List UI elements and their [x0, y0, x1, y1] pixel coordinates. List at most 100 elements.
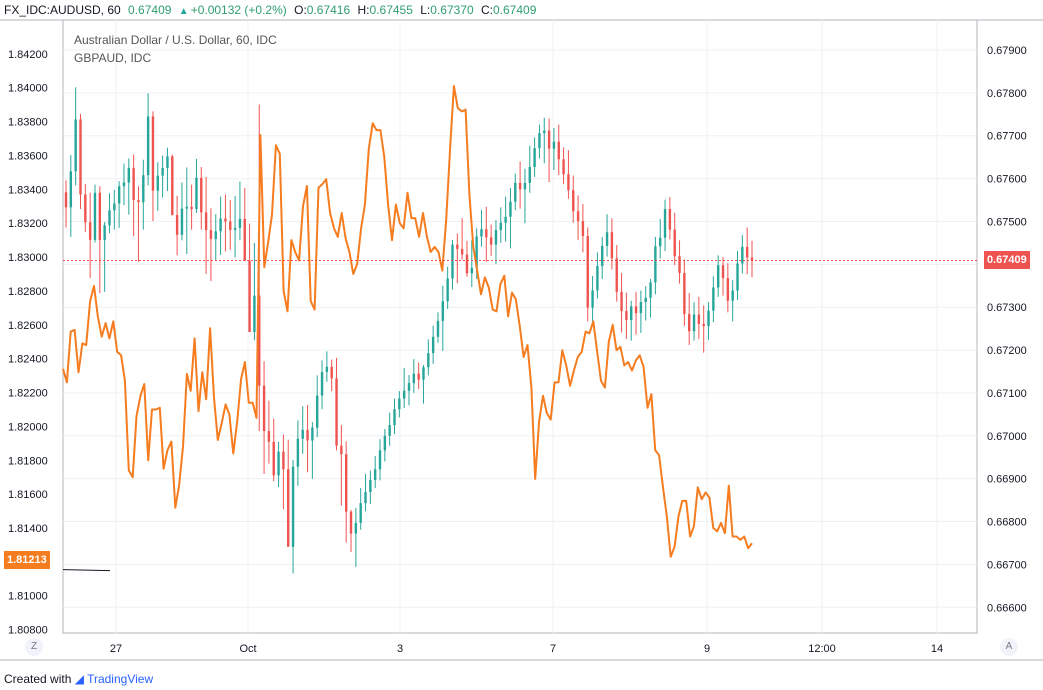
left-axis-tick-label: 1.84200: [8, 49, 48, 61]
candle-body: [533, 148, 536, 168]
candle-body: [171, 156, 174, 216]
candle-body: [712, 287, 715, 311]
candle-body: [93, 192, 97, 240]
candle-body: [697, 314, 701, 324]
candle-body: [388, 425, 391, 436]
candle-body: [166, 156, 169, 168]
gbpaud-series-line: [62, 85, 753, 558]
candle-body: [258, 295, 261, 386]
left-axis-tick-label: 1.82600: [8, 320, 48, 332]
candle-body: [98, 192, 102, 240]
right-axis-tick-label: 0.66800: [987, 517, 1027, 529]
low-label: L:: [420, 3, 431, 17]
x-tick-label: 14: [931, 643, 943, 655]
candle-body: [726, 278, 730, 301]
candle-body: [373, 469, 377, 480]
left-axis-tick-label: 1.84000: [8, 83, 48, 95]
last-price-tag-left: 1.81213: [4, 550, 50, 569]
candle-body: [644, 297, 647, 303]
candle-body: [142, 175, 145, 203]
created-with-label: Created with: [4, 672, 72, 686]
right-axis-tick-label: 0.67700: [987, 131, 1027, 143]
candle-body: [137, 200, 140, 203]
candle-body: [253, 295, 256, 333]
candle-body: [393, 409, 396, 426]
right-axis-tick-label: 0.67500: [987, 216, 1027, 228]
candle-body: [692, 314, 696, 332]
candle-body: [238, 218, 242, 228]
candle-body: [398, 398, 401, 410]
candle-body: [64, 192, 68, 208]
candle-body: [654, 246, 657, 283]
candle-body: [267, 431, 271, 442]
candle-body: [514, 182, 517, 202]
candle-body: [576, 211, 580, 222]
candle-body: [591, 290, 594, 308]
candle-body: [460, 248, 464, 255]
candle-body: [306, 429, 309, 441]
candle-body: [499, 222, 502, 231]
candle-body: [659, 237, 662, 247]
candle-body: [528, 167, 531, 183]
close-label: C:: [481, 3, 493, 17]
candle-body: [523, 182, 527, 190]
candle-body: [731, 290, 734, 301]
left-axis-tick-label: 1.81000: [8, 591, 48, 603]
candle-body: [634, 306, 638, 314]
candle-body: [596, 266, 599, 291]
right-axis-tick-label: 0.67800: [987, 88, 1027, 100]
candle-body: [402, 390, 406, 399]
candle-body: [750, 257, 754, 261]
candle-body: [489, 237, 493, 245]
candle-body: [639, 302, 643, 314]
candle-body: [412, 373, 416, 384]
candle-body: [316, 395, 319, 428]
low-value: 0.67370: [430, 3, 474, 17]
last-price-tag-right: 0.67409: [984, 251, 1030, 270]
right-axis-tick-label: 0.66700: [987, 559, 1027, 571]
candle-body: [103, 225, 106, 240]
candle-body: [88, 222, 92, 240]
candle-body: [335, 378, 338, 446]
symbol-name: FX_IDC:AUDUSD, 60: [4, 3, 121, 17]
candle-body: [229, 221, 232, 231]
tradingview-brand[interactable]: TradingView: [87, 672, 154, 686]
candle-body: [224, 218, 227, 222]
candle-body: [320, 371, 324, 396]
left-axis-tick-label: 1.83400: [8, 184, 48, 196]
x-tick-label: 3: [397, 643, 403, 655]
candle-body: [494, 230, 498, 245]
candle-body: [277, 451, 280, 476]
left-axis-tick-label: 1.82400: [8, 354, 48, 366]
candle-body: [716, 265, 720, 288]
candle-body: [702, 323, 705, 327]
candle-body: [736, 263, 739, 291]
candle-body: [262, 385, 266, 432]
candle-body: [291, 466, 295, 547]
right-axis-tick-label: 0.67000: [987, 431, 1027, 443]
candle-body: [272, 441, 275, 476]
candle-body: [446, 278, 449, 302]
candle-body: [610, 232, 614, 259]
candle-body: [282, 451, 285, 470]
right-axis-tick-label: 0.67300: [987, 302, 1027, 314]
high-label: H:: [357, 3, 370, 17]
candle-body: [113, 203, 116, 211]
candle-body: [707, 310, 710, 327]
candle-body: [741, 246, 744, 264]
right-axis-tick-label: 0.67200: [987, 345, 1027, 357]
candle-body: [436, 320, 440, 337]
candle-body: [683, 272, 686, 315]
zoom-toggle-button[interactable]: Z: [25, 638, 43, 656]
candle-body: [581, 221, 585, 237]
auto-scale-button[interactable]: A: [1000, 638, 1018, 656]
candle-body: [156, 175, 159, 191]
candle-body: [567, 174, 570, 191]
candle-body: [296, 438, 300, 467]
candle-body: [630, 306, 633, 321]
candle-body: [518, 182, 522, 190]
left-axis-tick-label: 1.83200: [8, 218, 48, 230]
left-axis-tick-label: 1.82800: [8, 286, 48, 298]
candle-body: [204, 212, 208, 231]
